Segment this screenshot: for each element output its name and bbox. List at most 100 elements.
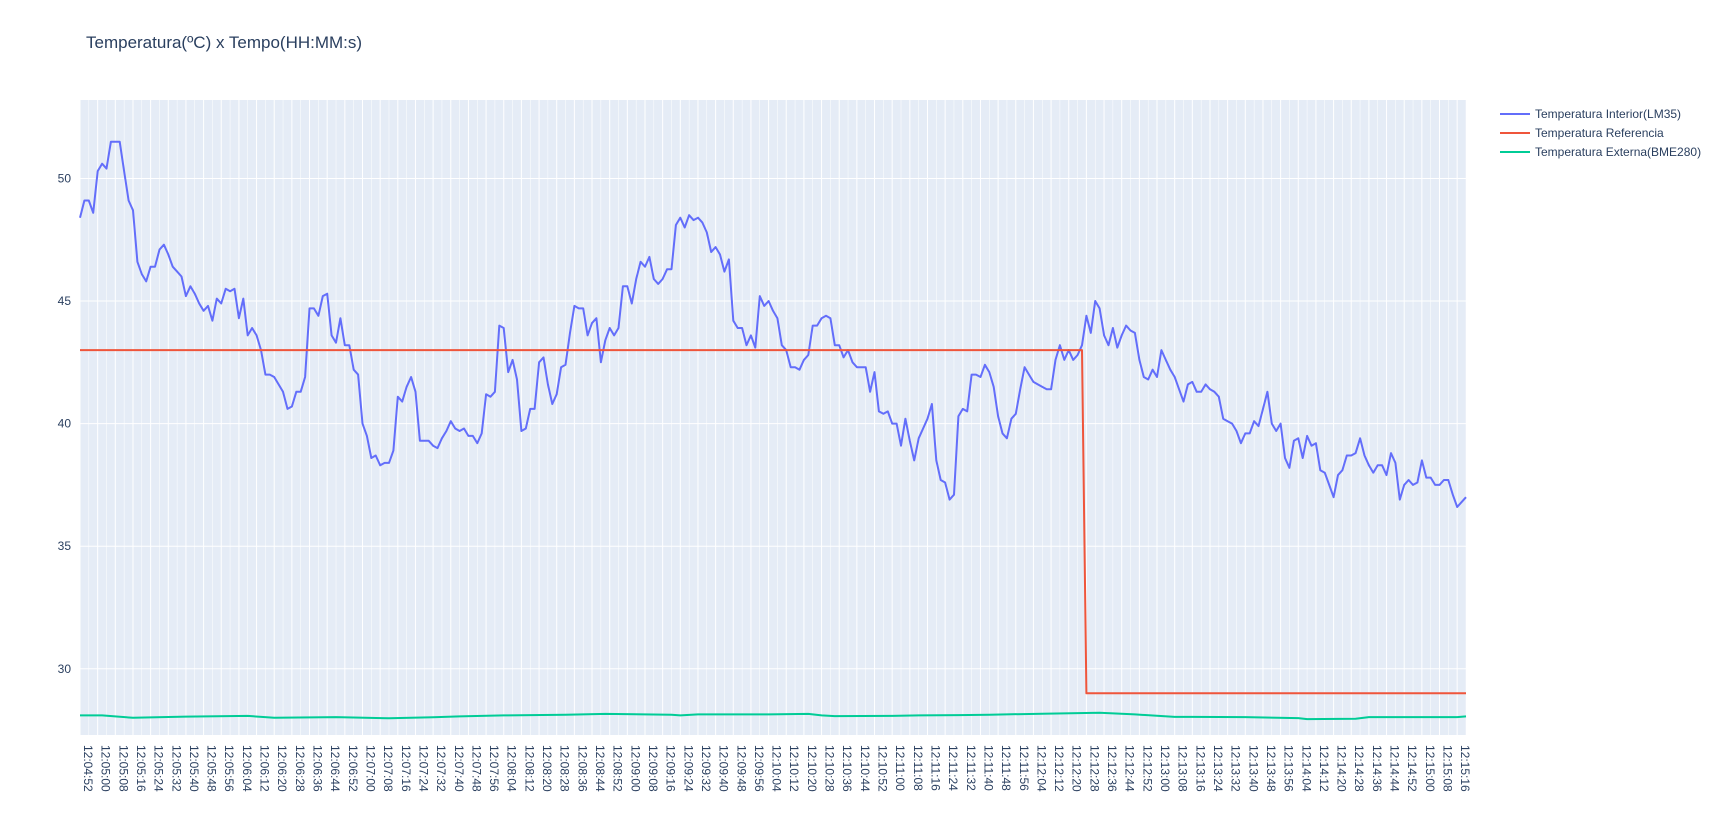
- x-tick-label: 12:11:32: [964, 745, 978, 791]
- x-tick-label: 12:10:20: [805, 745, 819, 792]
- x-tick-label: 12:13:40: [1246, 745, 1260, 792]
- x-tick-label: 12:14:44: [1388, 745, 1402, 792]
- x-tick-label: 12:15:08: [1441, 745, 1455, 792]
- x-tick-label: 12:12:12: [1052, 745, 1066, 792]
- x-tick-label: 12:08:52: [611, 745, 625, 792]
- x-tick-label: 12:13:16: [1193, 745, 1207, 792]
- x-tick-label: 12:07:32: [434, 745, 448, 792]
- y-gridlines: [80, 177, 1466, 670]
- x-tick-label: 12:14:20: [1335, 745, 1349, 792]
- x-tick-label: 12:14:52: [1405, 745, 1419, 792]
- x-tick-label: 12:06:44: [328, 745, 342, 792]
- x-tick-label: 12:09:16: [664, 745, 678, 792]
- x-tick-label: 12:13:08: [1176, 745, 1190, 792]
- series-line-temperatura-referencia: [80, 349, 1466, 695]
- x-tick-label: 12:11:56: [1017, 745, 1031, 791]
- x-tick-label: 12:08:12: [522, 745, 536, 792]
- x-tick-label: 12:09:56: [752, 745, 766, 792]
- x-tick-label: 12:10:28: [823, 745, 837, 792]
- x-tick-label: 12:07:56: [487, 745, 501, 792]
- x-tick-label: 12:06:20: [275, 745, 289, 792]
- y-tick-label: 45: [58, 294, 72, 308]
- y-tick-label: 40: [58, 417, 72, 431]
- x-tick-label: 12:07:48: [469, 745, 483, 792]
- x-tick-label: 12:11:40: [981, 745, 995, 791]
- x-tick-label: 12:08:44: [593, 745, 607, 792]
- y-tick-label: 50: [58, 171, 72, 185]
- x-tick-label: 12:11:16: [928, 745, 942, 791]
- x-tick-label: 12:14:36: [1370, 745, 1384, 792]
- chart-title: Temperatura(ºC) x Tempo(HH:MM:s): [86, 33, 363, 52]
- legend-label: Temperatura Referencia: [1535, 126, 1664, 140]
- x-tick-label: 12:11:08: [911, 745, 925, 791]
- x-tick-label: 12:05:16: [134, 745, 148, 792]
- x-tick-label: 12:04:52: [81, 745, 95, 792]
- x-tick-label: 12:12:04: [1034, 745, 1048, 792]
- x-tick-label: 12:07:00: [363, 745, 377, 792]
- series-line-temperatura-interior-lm35: [79, 140, 1467, 508]
- legend-item[interactable]: Temperatura Externa(BME280): [1500, 145, 1701, 159]
- x-tick-label: 12:15:16: [1458, 745, 1472, 792]
- x-tick-label: 12:08:36: [575, 745, 589, 792]
- x-tick-label: 12:08:28: [558, 745, 572, 792]
- x-tick-label: 12:09:48: [734, 745, 748, 792]
- series-line-temperatura-externa-bme280: [80, 711, 1467, 721]
- x-tick-label: 12:07:40: [452, 745, 466, 792]
- x-tick-label: 12:05:40: [187, 745, 201, 792]
- x-tick-label: 12:07:16: [399, 745, 413, 792]
- x-tick-label: 12:06:36: [311, 745, 325, 792]
- x-tick-label: 12:09:00: [628, 745, 642, 792]
- legend-label: Temperatura Interior(LM35): [1535, 107, 1681, 121]
- x-tick-label: 12:06:12: [258, 745, 272, 792]
- x-tick-label: 12:06:28: [293, 745, 307, 792]
- legend-item[interactable]: Temperatura Referencia: [1500, 126, 1664, 140]
- x-tick-label: 12:11:48: [999, 745, 1013, 791]
- x-tick-label: 12:08:20: [540, 745, 554, 792]
- x-tick-label: 12:12:20: [1070, 745, 1084, 792]
- x-tick-label: 12:15:00: [1423, 745, 1437, 792]
- x-tick-label: 12:05:56: [222, 745, 236, 792]
- x-tick-label: 12:12:28: [1087, 745, 1101, 792]
- x-tick-label: 12:09:40: [717, 745, 731, 792]
- x-tick-label: 12:13:00: [1158, 745, 1172, 792]
- y-axis-ticks: 30 35 40 45 50: [58, 171, 72, 675]
- legend[interactable]: Temperatura Interior(LM35) Temperatura Re…: [1500, 107, 1701, 159]
- series-lines: [79, 140, 1467, 721]
- x-tick-label: 12:06:04: [240, 745, 254, 792]
- x-tick-label: 12:10:04: [770, 745, 784, 792]
- x-tick-label: 12:10:44: [858, 745, 872, 792]
- x-tick-label: 12:07:24: [416, 745, 430, 792]
- x-tick-label: 12:09:08: [646, 745, 660, 792]
- x-tick-label: 12:14:04: [1299, 745, 1313, 792]
- y-tick-label: 35: [58, 539, 72, 553]
- x-tick-label: 12:13:24: [1211, 745, 1225, 792]
- x-tick-label: 12:10:12: [787, 745, 801, 792]
- x-tick-label: 12:10:36: [840, 745, 854, 792]
- x-tick-label: 12:09:24: [681, 745, 695, 792]
- x-axis-ticks: 12:04:52 12:05:00 12:05:08 12:05:16 12:05:24…: [81, 745, 1472, 792]
- plot-background: [80, 100, 1466, 735]
- x-tick-label: 12:12:36: [1105, 745, 1119, 792]
- x-tick-label: 12:09:32: [699, 745, 713, 792]
- x-tick-label: 12:05:24: [152, 745, 166, 792]
- x-gridlines: [79, 100, 1467, 735]
- x-tick-label: 12:05:48: [205, 745, 219, 792]
- x-tick-label: 12:10:52: [876, 745, 890, 792]
- legend-label: Temperatura Externa(BME280): [1535, 145, 1701, 159]
- x-tick-label: 12:11:00: [893, 745, 907, 791]
- x-tick-label: 12:05:32: [169, 745, 183, 792]
- x-tick-label: 12:12:44: [1123, 745, 1137, 792]
- x-tick-label: 12:08:04: [505, 745, 519, 792]
- x-tick-label: 12:13:32: [1229, 745, 1243, 792]
- y-tick-label: 30: [58, 662, 72, 676]
- x-tick-label: 12:12:52: [1140, 745, 1154, 792]
- x-tick-label: 12:07:08: [381, 745, 395, 792]
- x-tick-label: 12:14:28: [1352, 745, 1366, 792]
- x-tick-label: 12:13:48: [1264, 745, 1278, 792]
- x-tick-label: 12:13:56: [1282, 745, 1296, 792]
- legend-item[interactable]: Temperatura Interior(LM35): [1500, 107, 1681, 121]
- x-tick-label: 12:05:08: [116, 745, 130, 792]
- x-tick-label: 12:11:24: [946, 745, 960, 791]
- x-tick-label: 12:14:12: [1317, 745, 1331, 792]
